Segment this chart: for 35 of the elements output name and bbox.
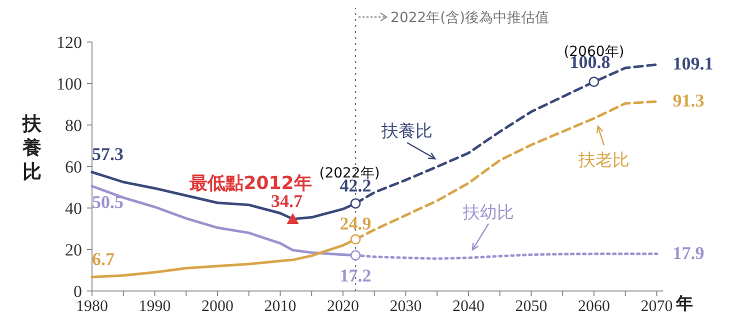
x-tick-label: 2040 — [452, 298, 484, 315]
x-tick-label: 2020 — [326, 298, 359, 315]
y-tick-label: 120 — [56, 33, 82, 52]
data-label: 57.3 — [92, 144, 124, 164]
y-tick-label: 60 — [65, 158, 82, 176]
x-tick-label: 2010 — [264, 298, 296, 315]
series-label: 扶老比 — [577, 150, 630, 170]
y-axis-title: 扶養比 — [22, 113, 42, 183]
series-label: 扶養比 — [380, 122, 433, 142]
x-tick-label: 1990 — [138, 298, 171, 315]
point — [350, 198, 361, 209]
data-label: 17.2 — [340, 265, 372, 286]
y-tick-label: 20 — [65, 240, 82, 260]
data-label: 24.9 — [340, 213, 372, 234]
x-tick-label: 1980 — [76, 298, 108, 315]
x-tick-label: 2000 — [201, 298, 234, 315]
y-tick-label: 0 — [74, 282, 82, 301]
data-label: 6.7 — [92, 249, 114, 270]
series-label: 扶幼比 — [462, 202, 514, 223]
point — [588, 76, 600, 88]
data-label: 91.3 — [672, 90, 704, 111]
x-tick-label: 2060 — [578, 298, 610, 315]
data-label: 50.5 — [92, 192, 124, 212]
y-tick-label: 80 — [65, 116, 82, 135]
x-tick-label: 2050 — [515, 298, 548, 315]
point — [350, 250, 361, 261]
point — [350, 234, 361, 245]
y-tick-label: 40 — [65, 199, 82, 218]
x-axis-title: 年 — [675, 294, 693, 314]
data-label: 109.1 — [672, 54, 714, 74]
ref-line-label: 2022年(含)後為中推估值 — [390, 10, 550, 26]
x-tick-label: 2070 — [640, 298, 673, 315]
y-tick-label: 100 — [56, 74, 82, 94]
data-label: 17.9 — [672, 242, 704, 263]
x-tick-label: 2030 — [390, 298, 422, 315]
